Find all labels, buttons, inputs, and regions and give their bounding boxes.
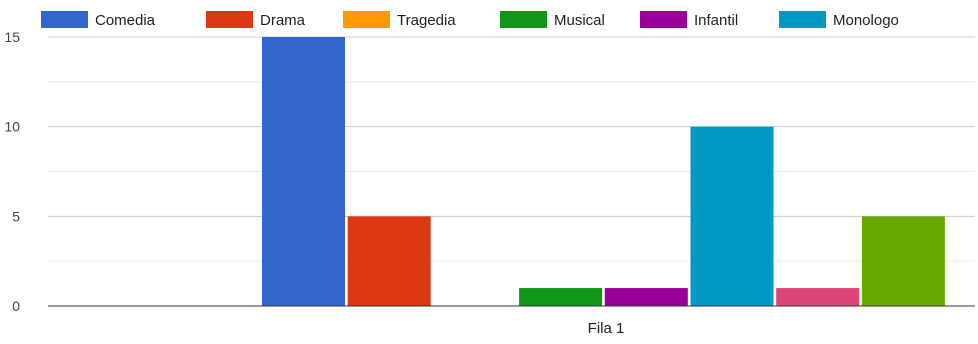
- y-axis: 0 5 10 15: [4, 29, 20, 314]
- bar-infantil: [604, 288, 688, 306]
- legend-swatch: [779, 11, 826, 28]
- bar-series: [262, 37, 945, 307]
- gridlines: [48, 36, 975, 262]
- legend-label: Monologo: [833, 12, 899, 29]
- legend-swatch: [640, 11, 687, 28]
- legend-swatch: [500, 11, 547, 28]
- x-tick-label: Fila 1: [588, 320, 625, 337]
- bar-comedia: [262, 37, 345, 306]
- legend-label: Tragedia: [397, 12, 456, 29]
- legend: Comedia Drama Tragedia Musical Infantil Monol…: [41, 11, 899, 29]
- legend-swatch: [206, 11, 253, 28]
- bar-drama: [347, 216, 431, 306]
- legend-swatch: [343, 11, 390, 28]
- legend-swatch: [41, 11, 88, 28]
- y-tick-label: 0: [12, 298, 20, 314]
- bar-series-8: [861, 216, 945, 306]
- bar-musical: [519, 288, 603, 306]
- y-tick-label: 15: [4, 29, 20, 45]
- legend-label: Infantil: [694, 12, 738, 29]
- y-tick-label: 10: [4, 119, 20, 135]
- legend-label: Musical: [554, 12, 605, 29]
- bar-monologo: [690, 126, 774, 307]
- x-axis: Fila 1: [588, 320, 625, 337]
- y-tick-label: 5: [12, 208, 20, 224]
- legend-label: Drama: [260, 12, 306, 29]
- bar-series-7: [776, 288, 860, 306]
- legend-label: Comedia: [95, 12, 156, 29]
